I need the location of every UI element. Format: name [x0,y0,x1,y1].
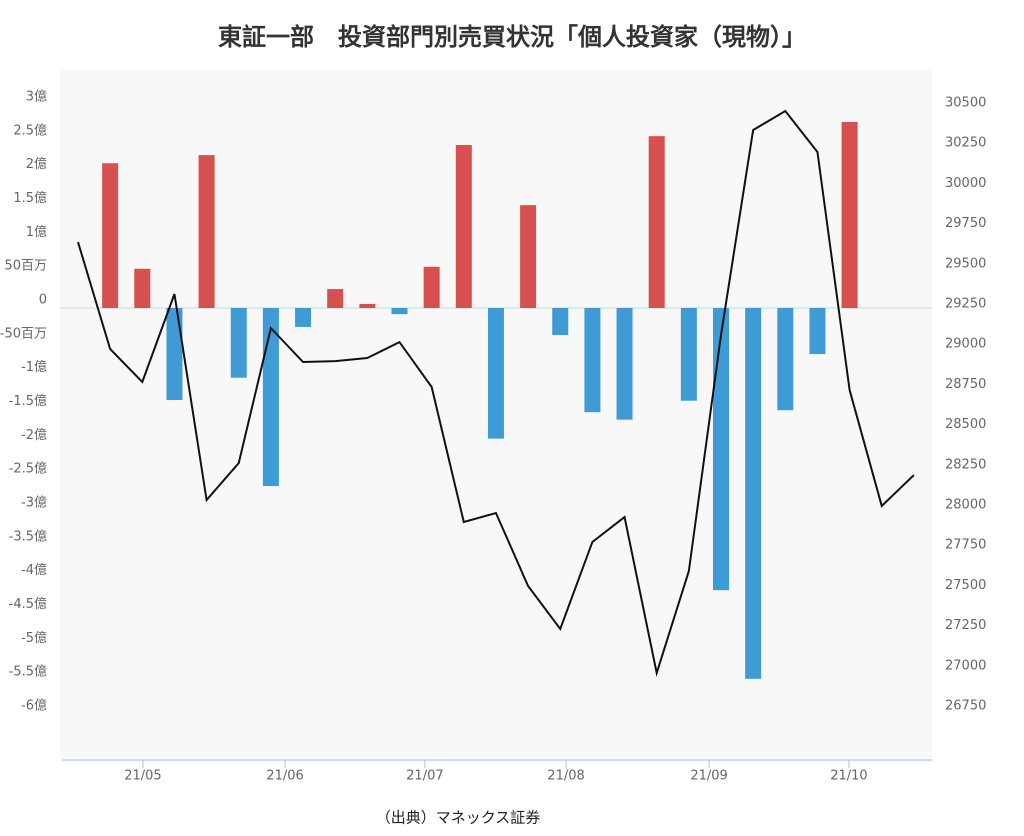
y-tick-label: 2億 [26,156,47,172]
y2-tick-label: 30250 [945,136,986,151]
y-tick-label: -1.5億 [9,393,47,409]
y-tick-label: -2億 [21,427,47,443]
bar [520,205,537,309]
x-tick-label: 21/07 [406,769,443,784]
y2-tick-label: 30500 [945,96,986,111]
bar [680,308,697,401]
bar [552,308,569,336]
y-tick-label: -1億 [21,359,47,375]
line [77,109,915,677]
y-tick-label: -4億 [21,562,47,578]
y2-tick-label: 28750 [945,377,986,392]
y-tick-label: -5億 [21,630,47,646]
bar [359,303,376,309]
bar [295,308,312,327]
bar [423,266,440,309]
y-tick-label: 2.5億 [13,122,47,138]
y-tick-label: -3.5億 [9,528,47,544]
y2-tick-label: 26750 [945,699,986,714]
y2-tick-label: 30000 [945,176,986,191]
y2-tick-label: 27750 [945,538,986,553]
y-tick-label: 1.5億 [13,190,47,206]
y-tick-label: 0 [39,293,47,308]
x-tick-label: 21/09 [690,769,727,784]
bar [745,308,762,679]
bar [616,308,633,420]
bar [487,308,504,439]
bar [166,308,183,401]
y2-tick-label: 28000 [945,498,986,513]
y-tick-label: 1億 [26,224,47,240]
y2-tick-label: 29000 [945,337,986,352]
bar [841,121,858,309]
bar [648,136,665,309]
bar [327,289,344,309]
y-tick-label: -4.5億 [9,596,47,612]
bar [584,308,601,413]
y2-tick-label: 27250 [945,618,986,633]
bar [230,308,247,378]
y2-tick-label: 28500 [945,417,986,432]
bar [777,308,794,411]
bar [809,308,826,355]
x-tick-label: 21/10 [830,769,867,784]
bar [102,163,119,309]
bar [391,308,408,315]
y2-tick-label: 27000 [945,658,986,673]
y-tick-label: -50百万 [0,326,47,341]
y2-tick-label: 28250 [945,457,986,472]
x-tick-label: 21/08 [547,769,584,784]
y2-tick-label: 29750 [945,216,986,231]
y-tick-label: 3億 [26,89,47,105]
bar [134,268,151,309]
y-tick-label: -2.5億 [9,461,47,477]
chart-title: 東証一部 投資部門別売買状況「個人投資家（現物）」 [218,23,806,51]
y-tick-label: -3億 [21,495,47,511]
bar [198,155,215,309]
y2-tick-label: 29250 [945,297,986,312]
y-tick-label: 50百万 [4,259,47,274]
y-tick-label: -5.5億 [9,664,47,680]
x-tick-label: 21/05 [124,769,161,784]
y2-tick-label: 27500 [945,578,986,593]
bar [262,308,279,486]
source: （出典）マネックス証券 [376,809,541,827]
bar [713,308,729,591]
y-tick-label: -6億 [21,697,47,713]
y2-tick-label: 29500 [945,256,986,271]
bar [455,144,472,309]
x-tick-label: 21/06 [266,769,303,784]
